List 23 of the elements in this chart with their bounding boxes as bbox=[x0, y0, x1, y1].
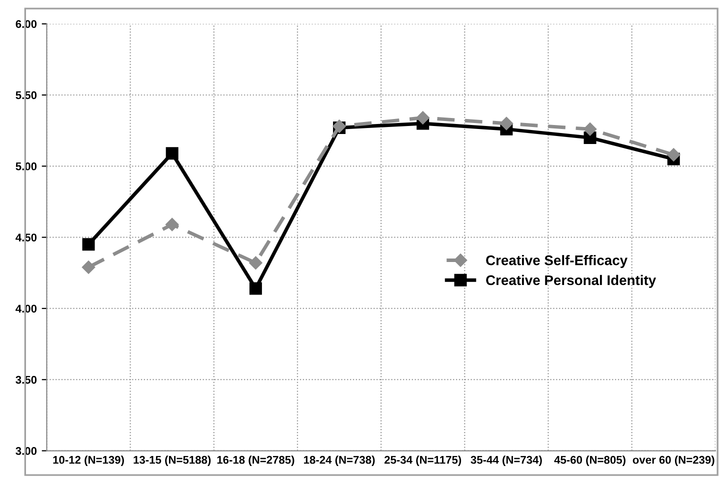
point bbox=[249, 256, 262, 270]
point bbox=[166, 147, 178, 160]
x-tick-label: 13-15 (N=5188) bbox=[134, 456, 211, 466]
point bbox=[82, 238, 95, 251]
legend-label: Creative Personal Identity bbox=[486, 274, 656, 288]
point bbox=[249, 282, 262, 295]
point bbox=[166, 218, 179, 232]
point bbox=[667, 148, 680, 162]
x-tick-label: over 60 (N=239) bbox=[632, 456, 714, 466]
x-tick-label: 16-18 (N=2785) bbox=[217, 456, 294, 466]
x-tick-label: 35-44 (N=734) bbox=[470, 456, 542, 466]
point bbox=[500, 116, 514, 130]
point bbox=[82, 260, 96, 274]
x-tick-label: 45-60 (N=805) bbox=[554, 456, 626, 466]
x-tick-label: 18-24 (N=738) bbox=[304, 456, 375, 466]
point bbox=[583, 122, 597, 136]
x-tick-label: 10-12 (N=139) bbox=[53, 456, 124, 466]
y-tick-label: 4.50 bbox=[16, 234, 37, 242]
y-tick-label: 3.50 bbox=[16, 376, 37, 384]
point bbox=[416, 111, 430, 124]
x-tick-label: 25-34 (N=1175) bbox=[384, 456, 462, 466]
legend-label: Creative Self-Efficacy bbox=[486, 255, 628, 268]
y-tick-label: 5.50 bbox=[16, 91, 37, 100]
